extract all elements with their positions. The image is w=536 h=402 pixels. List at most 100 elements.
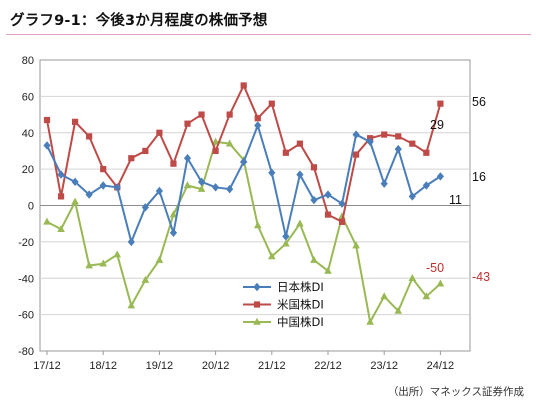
data-point [183, 154, 192, 163]
data-point [71, 177, 79, 187]
chart-title: グラフ9-1：今後3か月程度の株価予想 [10, 13, 268, 29]
data-point [366, 137, 374, 147]
legend-label: 中国株DI [277, 315, 324, 329]
data-point [85, 190, 93, 199]
data-point [226, 184, 234, 194]
data-point [212, 183, 220, 192]
data-point [198, 111, 205, 118]
data-point [169, 228, 178, 237]
data-point [353, 151, 360, 158]
data-point [240, 82, 247, 89]
data-point [408, 192, 416, 201]
data-point [366, 317, 374, 325]
data-point [352, 130, 360, 139]
data-point [282, 149, 289, 156]
data-point [170, 160, 177, 167]
data-point [113, 183, 121, 192]
data-point [113, 250, 122, 258]
data-point [253, 282, 261, 292]
data-point [310, 255, 318, 263]
data-point [338, 199, 346, 208]
data-point [422, 181, 430, 190]
data-point [225, 139, 234, 147]
data-point [142, 147, 149, 155]
y-tick-label: 0 [28, 201, 34, 213]
y-tick-label: 80 [22, 55, 34, 67]
data-point [43, 141, 51, 150]
data-point [156, 129, 163, 136]
legend: 日本株DI 米国株DI 中国株DI [243, 280, 324, 329]
data-point [141, 275, 150, 283]
data-point [43, 116, 51, 124]
data-point [380, 179, 388, 188]
data-point [127, 237, 135, 247]
data-point [436, 279, 445, 287]
data-point [155, 255, 164, 263]
data-point [296, 170, 304, 179]
data-point [324, 211, 332, 218]
data-point [57, 193, 65, 200]
data-point [197, 184, 206, 192]
data-point [394, 144, 402, 154]
x-tick-label: 19/12 [146, 360, 174, 372]
data-point [338, 218, 346, 225]
y-tick-label: -20 [18, 237, 34, 249]
data-point [381, 131, 388, 138]
x-tick-label: 24/12 [427, 360, 455, 372]
x-tick-label: 22/12 [314, 360, 342, 372]
data-point [183, 181, 192, 189]
data-point [436, 172, 444, 181]
x-tick-label: 23/12 [370, 360, 398, 372]
x-tick-label: 20/12 [202, 360, 230, 372]
data-point [226, 111, 233, 118]
data-point [212, 147, 219, 155]
data-point [380, 292, 388, 300]
data-point [197, 177, 206, 187]
data-point [254, 121, 262, 130]
data-label: 11 [449, 193, 462, 207]
data-point [155, 186, 163, 196]
series-japan [43, 121, 444, 247]
data-point [268, 252, 276, 260]
data-point [128, 155, 135, 162]
data-point [184, 120, 191, 127]
data-label: 29 [430, 118, 444, 132]
y-tick-label: 60 [22, 91, 34, 103]
data-point [253, 221, 262, 229]
data-point [57, 170, 65, 179]
data-point [282, 232, 290, 241]
data-point [43, 217, 51, 225]
data-point [268, 100, 275, 107]
data-point [254, 115, 261, 122]
data-point [141, 203, 149, 212]
data-point [409, 140, 416, 147]
y-tick-label: -40 [18, 273, 34, 285]
y-tick-label: -60 [18, 310, 34, 322]
y-tick-label: 20 [22, 164, 34, 176]
data-point [395, 133, 402, 140]
data-point [310, 195, 318, 205]
data-point [127, 301, 136, 309]
data-label: -43 [472, 270, 490, 284]
y-tick-label: -80 [18, 346, 34, 358]
data-point [169, 210, 178, 218]
x-tick-label: 21/12 [258, 360, 286, 372]
data-point [71, 197, 79, 205]
legend-label: 米国株DI [277, 298, 324, 312]
data-point [352, 241, 360, 249]
x-tick-label: 17/12 [33, 360, 61, 372]
data-point [296, 219, 304, 227]
data-point [85, 261, 93, 269]
data-point [253, 301, 261, 308]
data-point [240, 157, 248, 167]
y-tick-label: 40 [22, 128, 34, 140]
source-note: （出所）マネックス証券作成 [387, 386, 524, 398]
data-point [268, 168, 276, 177]
data-point [72, 118, 79, 125]
data-point [324, 190, 332, 199]
x-tick-label: 18/12 [89, 360, 117, 372]
data-point [423, 149, 430, 156]
data-point [324, 266, 332, 274]
data-point [100, 166, 107, 173]
